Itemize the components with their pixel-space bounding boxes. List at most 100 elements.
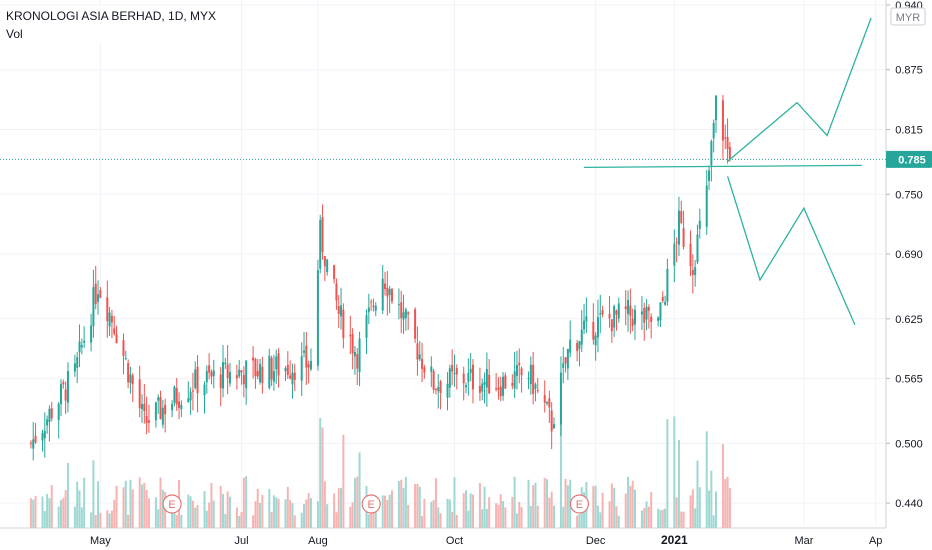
- volume-bar: [423, 498, 426, 528]
- volume-bar: [108, 513, 111, 528]
- volume-bar: [323, 481, 326, 528]
- volume-bar: [367, 514, 370, 528]
- volume-bar: [180, 514, 183, 528]
- candle-body: [240, 370, 243, 373]
- volume-bar: [495, 503, 498, 528]
- candle-body: [300, 356, 303, 381]
- volume-bar: [203, 491, 206, 528]
- earnings-marker[interactable]: E: [569, 494, 590, 514]
- candle-body: [41, 432, 44, 441]
- volume-bar: [675, 497, 678, 528]
- volume-bar: [673, 416, 676, 528]
- candle-body: [518, 362, 521, 366]
- volume-bar: [138, 477, 141, 528]
- candle-body: [580, 329, 583, 345]
- candle-body: [138, 379, 141, 409]
- bull-projection[interactable]: [727, 17, 872, 162]
- candle-body: [661, 296, 664, 301]
- candle-body: [608, 313, 611, 319]
- candle-body: [552, 424, 555, 429]
- time-tick-label: Dec: [586, 535, 606, 547]
- volume-bar: [76, 481, 79, 528]
- candle-body: [710, 141, 713, 166]
- candle-body: [659, 302, 662, 321]
- support-line[interactable]: [584, 164, 862, 169]
- candle-body: [386, 287, 389, 297]
- volume-bar: [481, 509, 484, 528]
- volume-bar: [171, 499, 174, 528]
- candle-body: [108, 312, 111, 327]
- volume-bar: [705, 431, 708, 528]
- candle-body: [259, 363, 262, 383]
- candle-body: [270, 357, 273, 380]
- volume-bar: [680, 511, 683, 528]
- volume-bar: [446, 498, 449, 528]
- candle-body: [303, 350, 306, 353]
- candle-body: [210, 371, 213, 377]
- volume-bar: [259, 502, 262, 528]
- candle-body: [32, 439, 35, 449]
- volume-bar: [293, 515, 296, 528]
- candle-body: [154, 402, 157, 421]
- candle-body: [208, 365, 211, 373]
- volume-bar: [610, 483, 613, 528]
- volume-bar: [559, 419, 562, 528]
- volume-bar: [275, 497, 278, 528]
- volume-bar: [504, 507, 507, 528]
- candle-body: [164, 404, 167, 415]
- volume-bar: [124, 480, 127, 528]
- volume-bar: [708, 490, 711, 528]
- candle-body: [465, 385, 468, 388]
- candle-body: [513, 371, 516, 389]
- candle-body: [675, 241, 678, 243]
- candle-body: [48, 408, 51, 422]
- volume-bar: [189, 496, 192, 528]
- volume-bar: [319, 418, 322, 528]
- volume-bar: [627, 476, 630, 528]
- volume-bar: [326, 504, 329, 528]
- earnings-marker[interactable]: E: [162, 494, 182, 514]
- volume-bar: [226, 491, 229, 528]
- candle-body: [157, 397, 160, 401]
- candle-body: [161, 407, 164, 425]
- volume-bar: [46, 493, 49, 528]
- candle-body: [46, 419, 49, 426]
- volume-bar: [261, 494, 264, 528]
- candle-body: [402, 312, 405, 320]
- candle-body: [122, 340, 125, 356]
- volume-bar: [532, 485, 535, 528]
- volume-bar: [141, 484, 144, 528]
- candle-body: [358, 338, 361, 373]
- trend-drawings[interactable]: [584, 17, 872, 326]
- legend-backdrop: [2, 6, 222, 42]
- candle-body: [316, 270, 319, 366]
- volume-bar: [208, 502, 211, 528]
- price-axis[interactable]: 0.940 0.875 0.815 0.750 0.690 0.625 0.565 0.500…: [886, 0, 923, 510]
- volume-bar: [222, 494, 225, 528]
- volume-bar: [640, 510, 643, 528]
- volume-bar: [64, 490, 67, 528]
- candle-body: [515, 364, 518, 377]
- bear-projection[interactable]: [726, 176, 856, 326]
- time-axis[interactable]: May Jul Aug Oct Dec 2021 Mar Ap: [90, 533, 882, 547]
- volume-bar: [94, 515, 97, 528]
- volume-bar: [576, 515, 579, 528]
- candle-body: [599, 313, 602, 315]
- earnings-marker[interactable]: E: [361, 494, 381, 514]
- volume-bar: [358, 452, 361, 528]
- candle-body: [64, 389, 67, 401]
- volume-bar: [714, 491, 717, 528]
- candle-body: [219, 374, 222, 388]
- candle-body: [430, 366, 433, 372]
- candle-body: [73, 363, 76, 372]
- volume-bar: [242, 477, 245, 528]
- volume-bar: [143, 482, 146, 528]
- volume-bar: [451, 512, 454, 528]
- price-tick-label: 0.750: [895, 189, 923, 201]
- candle-body: [83, 340, 86, 343]
- candle-body: [60, 384, 63, 405]
- candle-body: [673, 243, 676, 266]
- currency-badge[interactable]: MYR: [890, 7, 926, 26]
